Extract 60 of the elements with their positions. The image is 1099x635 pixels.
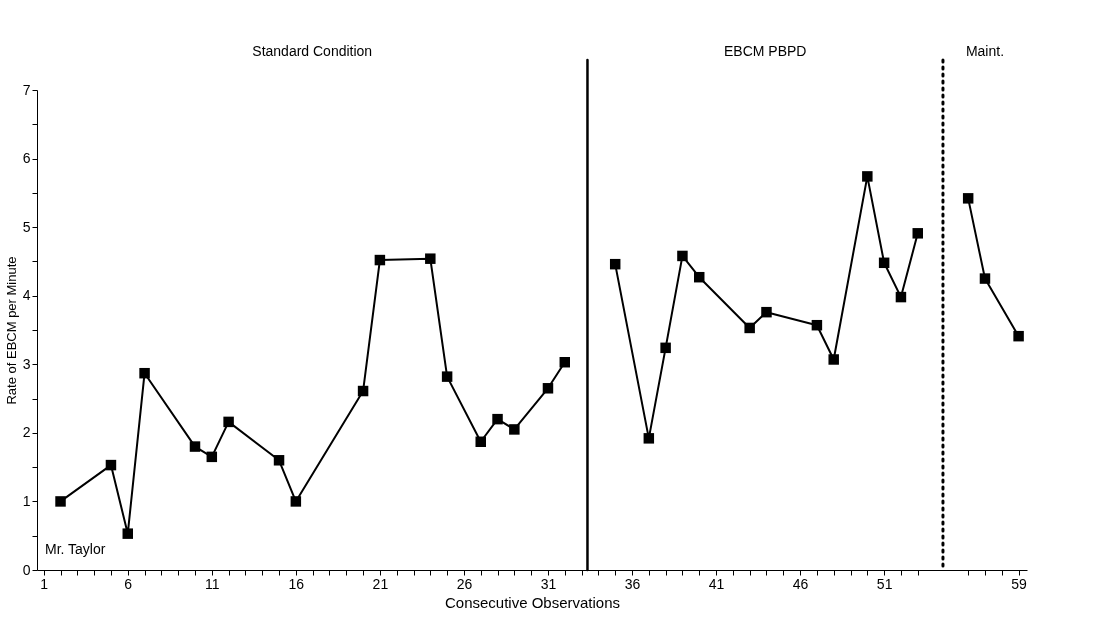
x-tick-label: 46 <box>792 575 809 592</box>
y-axis-title: Rate of EBCM per Minute <box>3 256 19 405</box>
point <box>862 171 873 182</box>
y-tick-label: 4 <box>22 287 31 304</box>
x-tick-label: 31 <box>540 575 557 592</box>
point <box>189 441 201 452</box>
point <box>122 528 134 539</box>
point <box>509 424 520 435</box>
x-tick-label: 51 <box>876 575 893 592</box>
point <box>828 354 839 365</box>
point <box>290 496 302 507</box>
x-tick-label: 1 <box>40 575 49 592</box>
point <box>609 258 621 270</box>
x-tick-label: 11 <box>205 575 220 592</box>
y-tick-label: 1 <box>22 492 31 509</box>
point <box>811 319 823 331</box>
point <box>542 383 554 394</box>
point <box>694 271 705 283</box>
point <box>55 496 66 507</box>
x-tick-label: 21 <box>372 575 389 592</box>
x-axis-title: Consecutive Observations <box>444 593 621 611</box>
x-tick-label: 59 <box>1011 575 1028 592</box>
point <box>139 367 150 379</box>
point <box>475 436 486 448</box>
point <box>912 228 923 239</box>
point <box>206 451 218 463</box>
point <box>744 322 755 334</box>
point <box>979 273 991 284</box>
point <box>878 257 890 269</box>
y-tick-label: 2 <box>22 424 31 441</box>
annotation: Mr. Taylor <box>45 541 106 557</box>
y-tick-label: 3 <box>22 355 31 372</box>
text: Maint. <box>965 43 1005 59</box>
y-tick-label: 5 <box>22 218 31 235</box>
point <box>962 193 974 204</box>
point <box>105 459 117 471</box>
text: EBCM PBPD <box>723 43 807 59</box>
text: Standard Condition <box>252 43 373 59</box>
point <box>492 413 503 425</box>
point <box>374 254 386 266</box>
point <box>273 455 285 466</box>
y-tick-label: 7 <box>22 81 31 98</box>
x-tick-label: 41 <box>708 575 725 592</box>
x-tick-label: 26 <box>456 575 473 592</box>
point <box>660 342 671 354</box>
point <box>425 253 436 264</box>
point <box>761 306 772 318</box>
x-tick-label: 36 <box>624 575 641 592</box>
y-tick-label: 0 <box>22 561 31 578</box>
point <box>559 356 571 368</box>
point <box>441 371 453 382</box>
point <box>895 291 907 303</box>
y-tick-label: 6 <box>22 150 31 167</box>
x-tick-label: 6 <box>124 575 133 592</box>
x-tick-label: 16 <box>288 575 305 592</box>
point <box>223 416 234 428</box>
point <box>1013 330 1024 342</box>
point <box>643 433 655 444</box>
point <box>677 250 688 262</box>
point <box>357 385 369 397</box>
